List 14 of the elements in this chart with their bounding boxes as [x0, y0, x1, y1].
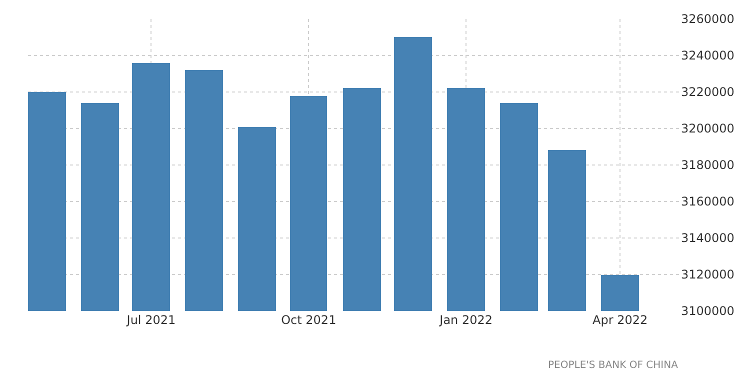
x-tick-label: Oct 2021	[281, 313, 336, 327]
y-tick-label: 3140000	[681, 231, 734, 246]
x-tick-label: Jan 2022	[438, 313, 493, 327]
x-tick-label: Jul 2021	[126, 313, 176, 327]
y-tick-label: 3160000	[681, 194, 734, 209]
text: PEOPLE'S BANK OF CHINA	[548, 360, 678, 371]
y-tick-label: 3220000	[681, 85, 734, 100]
y-tick-label: 3100000	[681, 304, 734, 318]
y-tick-label: 3120000	[681, 268, 734, 282]
y-tick-label: 3180000	[681, 158, 734, 172]
y-tick-label: 3200000	[681, 122, 734, 136]
y-tick-label: 3260000	[681, 12, 734, 26]
x-tick-label: Apr 2022	[592, 313, 648, 327]
y-tick-label: 3240000	[681, 48, 734, 63]
